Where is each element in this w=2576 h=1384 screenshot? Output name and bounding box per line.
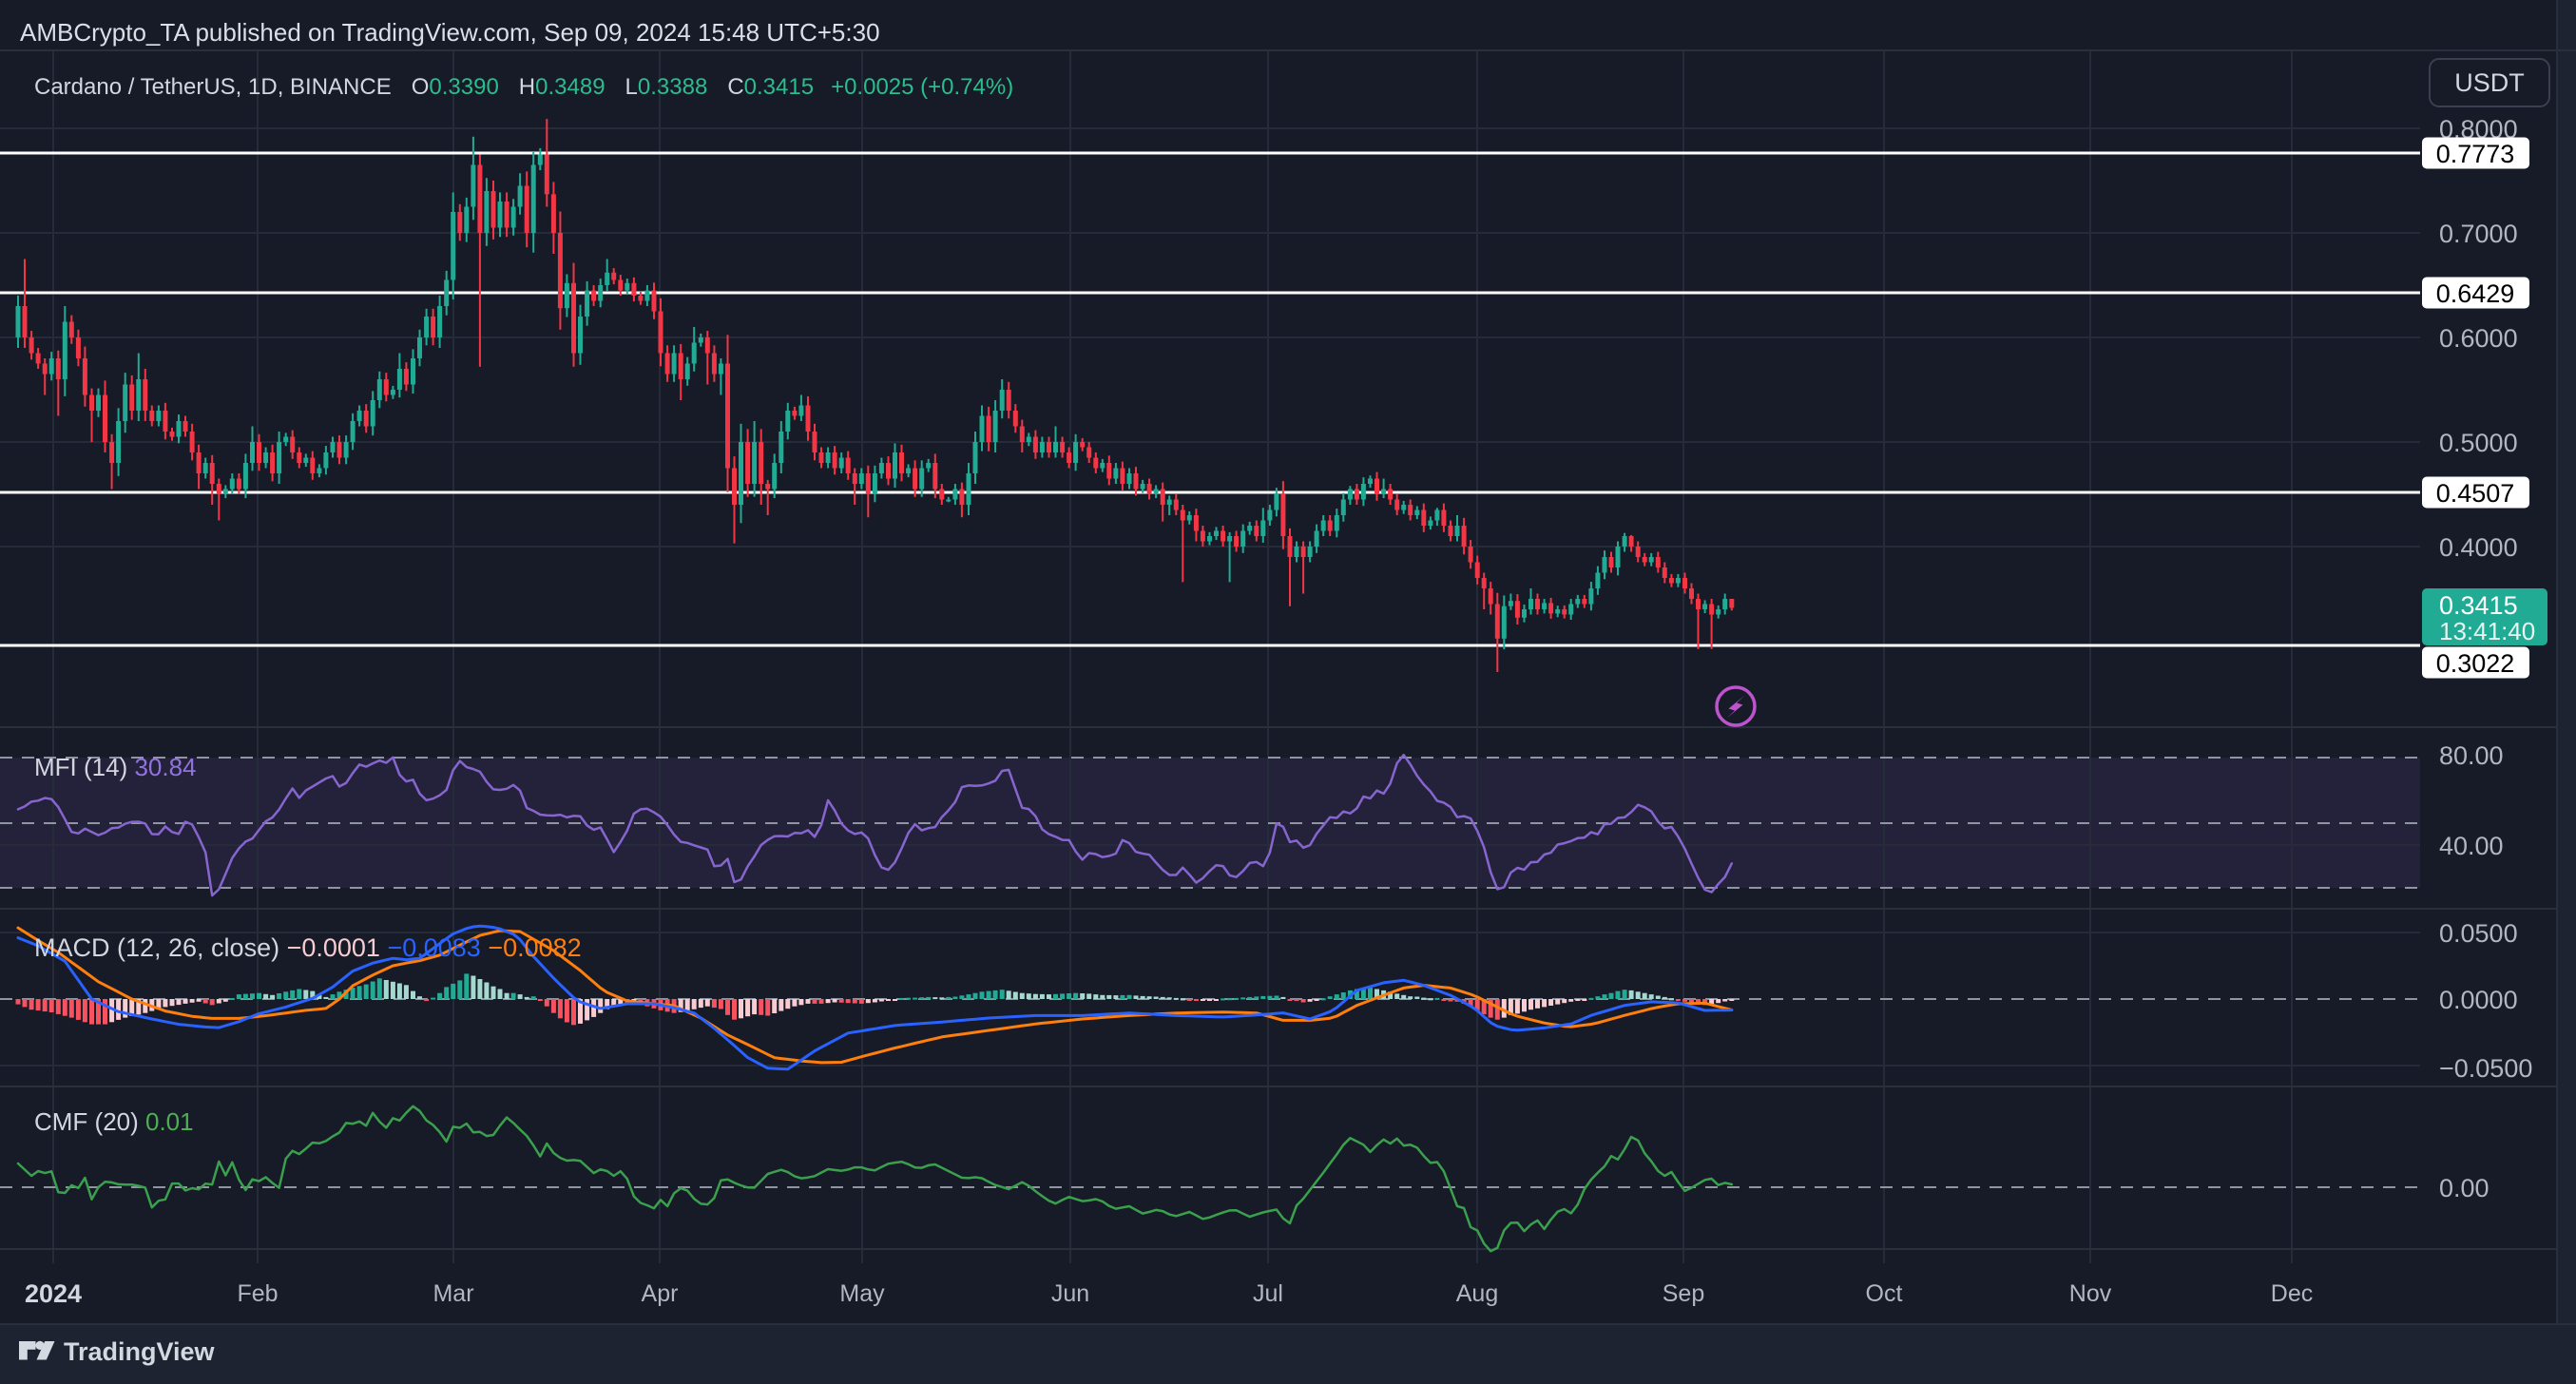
svg-text:0.7773: 0.7773 (2436, 140, 2515, 168)
svg-text:0.00: 0.00 (2439, 1174, 2489, 1202)
svg-text:0.4507: 0.4507 (2436, 479, 2515, 508)
svg-text:MACD (12, 26, close) −0.0001 −: MACD (12, 26, close) −0.0001 −0.0083 −0.… (34, 933, 582, 962)
svg-text:−0.0500: −0.0500 (2439, 1054, 2532, 1083)
svg-text:0.5000: 0.5000 (2439, 429, 2518, 457)
svg-text:0.3415: 0.3415 (2439, 591, 2518, 620)
svg-text:Aug: Aug (1456, 1280, 1498, 1307)
svg-text:AMBCrypto_TA published on Trad: AMBCrypto_TA published on TradingView.co… (20, 18, 880, 47)
svg-text:0.6000: 0.6000 (2439, 324, 2518, 353)
svg-text:0.3022: 0.3022 (2436, 649, 2515, 678)
svg-text:May: May (839, 1280, 885, 1307)
svg-text:0.4000: 0.4000 (2439, 533, 2518, 562)
svg-text:MFI (14) 30.84: MFI (14) 30.84 (34, 753, 197, 781)
svg-text:40.00: 40.00 (2439, 832, 2504, 860)
svg-text:Apr: Apr (642, 1280, 679, 1307)
svg-text:USDT: USDT (2454, 68, 2525, 97)
svg-text:Mar: Mar (433, 1280, 473, 1307)
svg-text:2024: 2024 (25, 1279, 82, 1308)
svg-text:Cardano / TetherUS, 1D, BINANC: Cardano / TetherUS, 1D, BINANCE O0.3390 H0… (34, 74, 1013, 100)
svg-text:TradingView: TradingView (64, 1337, 216, 1366)
svg-text:Jun: Jun (1051, 1280, 1089, 1307)
svg-text:0.7000: 0.7000 (2439, 220, 2518, 248)
svg-text:Dec: Dec (2271, 1280, 2313, 1307)
svg-text:Feb: Feb (237, 1280, 278, 1307)
svg-text:Oct: Oct (1866, 1280, 1903, 1307)
svg-text:13:41:40: 13:41:40 (2439, 617, 2535, 645)
svg-text:CMF (20) 0.01: CMF (20) 0.01 (34, 1107, 194, 1136)
svg-text:Nov: Nov (2069, 1280, 2112, 1307)
svg-text:Jul: Jul (1253, 1280, 1283, 1307)
svg-text:80.00: 80.00 (2439, 741, 2504, 770)
svg-text:0.0000: 0.0000 (2439, 986, 2518, 1014)
svg-text:Sep: Sep (1663, 1280, 1704, 1307)
svg-text:0.0500: 0.0500 (2439, 919, 2518, 948)
svg-text:0.6429: 0.6429 (2436, 279, 2515, 308)
